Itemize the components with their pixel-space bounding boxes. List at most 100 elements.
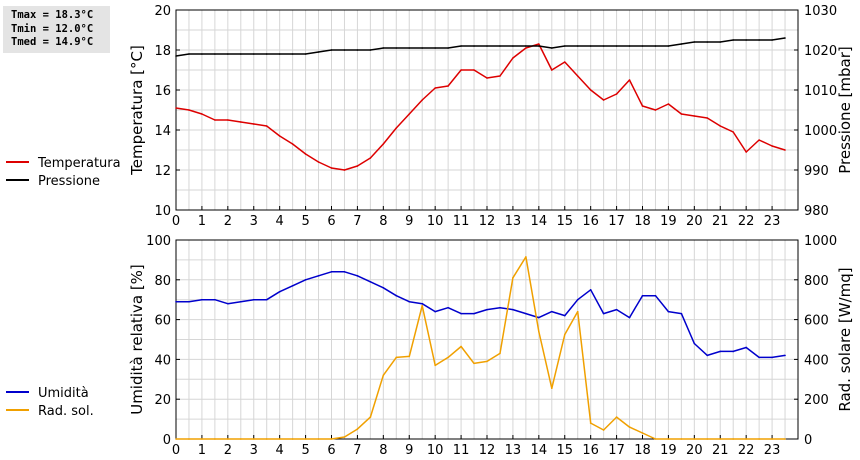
data-point [512, 308, 514, 311]
data-point [291, 284, 294, 287]
x-tick-label: 7 [353, 443, 361, 458]
x-tick-label: 17 [608, 214, 625, 229]
data-point [239, 300, 242, 303]
data-point [615, 308, 618, 311]
data-point [265, 125, 268, 127]
y-tick-label: 60 [154, 314, 171, 329]
data-point [771, 145, 773, 147]
data-point [784, 354, 786, 357]
data-point [486, 360, 488, 363]
data-point [473, 312, 475, 315]
data-point [421, 304, 424, 307]
data-point [706, 41, 709, 43]
data-point [512, 277, 514, 279]
data-point [615, 45, 618, 47]
y2-tick-label: 990 [804, 164, 829, 179]
data-point [343, 271, 346, 273]
x-tick-label: 3 [250, 443, 258, 458]
data-point [745, 438, 747, 440]
y2-tick-label: 400 [804, 353, 829, 368]
x-tick-label: 1 [198, 443, 206, 458]
x-tick-label: 8 [379, 214, 387, 229]
data-point [550, 387, 553, 390]
data-point [343, 49, 346, 51]
x-tick-label: 19 [660, 214, 677, 229]
data-point [434, 47, 436, 49]
data-point [706, 354, 709, 357]
data-point [395, 356, 398, 359]
data-point [317, 275, 320, 277]
data-point [550, 310, 553, 313]
data-point [667, 103, 670, 105]
y2-tick-label: 600 [804, 314, 829, 329]
data-point [356, 428, 359, 430]
y-axis-title: Temperatura [°C] [128, 45, 146, 176]
data-point [317, 161, 320, 163]
data-point [188, 109, 190, 111]
data-point [563, 61, 566, 63]
data-point [719, 350, 722, 353]
data-point [369, 416, 372, 418]
data-point [175, 55, 177, 57]
data-point [576, 45, 579, 47]
data-point [758, 356, 760, 359]
data-point [395, 127, 398, 129]
data-point [732, 39, 735, 41]
data-point [602, 45, 605, 47]
data-point [175, 300, 177, 303]
data-point [563, 314, 566, 317]
data-point [291, 438, 294, 440]
data-point [680, 43, 683, 45]
data-point [693, 342, 696, 345]
data-point [382, 286, 385, 289]
data-point [214, 53, 216, 55]
data-point [460, 69, 462, 71]
data-point [434, 364, 436, 367]
data-point [758, 39, 760, 41]
y-tick-label: 0 [163, 433, 171, 448]
data-point [473, 69, 475, 71]
data-point [576, 310, 579, 313]
legend-label: Umidità [38, 386, 89, 401]
data-point [486, 45, 488, 47]
series-line-rad-sol [176, 256, 785, 440]
data-point [576, 75, 579, 77]
x-tick-label: 12 [479, 214, 496, 229]
x-tick-label: 18 [634, 214, 651, 229]
data-point [602, 99, 605, 101]
x-tick-label: 10 [427, 214, 444, 229]
y-tick-label: 20 [154, 4, 171, 19]
data-point [447, 306, 449, 309]
data-point [188, 53, 190, 55]
data-point [641, 45, 644, 47]
data-point [304, 153, 307, 155]
legend-label: Temperatura [37, 156, 121, 171]
y2-tick-label: 1010 [804, 84, 837, 99]
data-point [252, 438, 255, 440]
legend-label: Pressione [38, 174, 100, 189]
data-point [265, 438, 268, 440]
data-point [667, 438, 670, 440]
data-point [252, 53, 255, 55]
y-axis-title: Umidità relativa [%] [128, 264, 146, 415]
y2-tick-label: 1020 [804, 44, 837, 59]
data-point [447, 85, 449, 87]
data-point [382, 374, 385, 377]
data-point [227, 302, 229, 305]
data-point [745, 39, 747, 41]
data-point [421, 99, 424, 101]
x-tick-label: 6 [327, 443, 335, 458]
data-point [434, 87, 436, 89]
x-tick-label: 9 [405, 443, 413, 458]
data-point [278, 290, 281, 293]
x-tick-label: 19 [660, 443, 677, 458]
data-point [239, 438, 242, 440]
data-point [758, 438, 760, 440]
data-point [732, 131, 735, 133]
data-point [330, 271, 333, 273]
series-line-umidit [176, 271, 786, 359]
data-point [654, 294, 657, 297]
x-tick-label: 11 [453, 443, 470, 458]
data-point [641, 105, 644, 107]
data-point [654, 438, 657, 440]
